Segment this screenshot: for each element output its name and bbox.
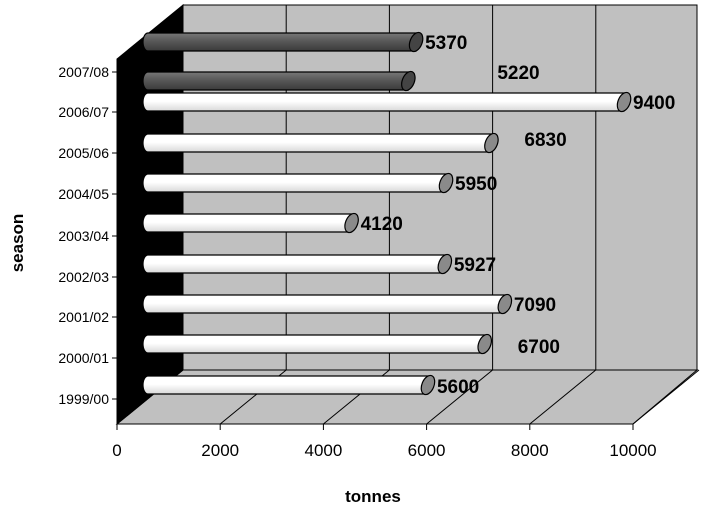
y-tick-label: 2000/01: [58, 350, 109, 366]
x-tick-label: 0: [112, 441, 121, 460]
bar-end-cap: [401, 70, 416, 92]
floor-gridline: [426, 369, 493, 425]
y-tick-label: 2002/03: [58, 269, 109, 285]
bar: [142, 71, 409, 91]
x-axis-title: tonnes: [345, 487, 401, 506]
bar: [142, 32, 417, 52]
y-tick-label: 2005/06: [58, 145, 109, 161]
data-label: 5927: [454, 255, 496, 276]
x-tick-label: 10000: [609, 441, 656, 460]
y-tick-label: 2001/02: [58, 309, 109, 325]
x-tick-label: 4000: [304, 441, 342, 460]
bar-end-cap: [408, 31, 424, 53]
bar: [142, 254, 446, 274]
data-label: 5370: [425, 33, 467, 54]
data-label: 5950: [455, 174, 497, 195]
data-label: 5600: [437, 377, 479, 398]
data-label: 5220: [497, 63, 539, 84]
x-tick-labels: 0 2000 4000 6000 8000 10000: [112, 424, 657, 460]
y-tick-label: 2004/05: [58, 186, 109, 202]
bar-end-cap: [477, 333, 493, 355]
x-tick-label: 6000: [408, 441, 446, 460]
data-labels: 5600 6700 7090 5927 4120 5950 6830 9400 5220 5370: [361, 33, 676, 398]
bar: [142, 334, 486, 354]
bar-end-cap: [438, 172, 454, 194]
bar-end-cap: [420, 374, 436, 396]
bar: [142, 213, 353, 233]
y-tick-labels: 1999/00 2000/01 2001/02 2002/03 2003/04 2004/…: [58, 64, 117, 407]
y-tick-label: 2006/07: [58, 104, 109, 120]
data-label: 4120: [361, 214, 403, 235]
bar-end-cap: [437, 253, 453, 275]
bar: [142, 294, 506, 314]
y-tick-label: 2007/08: [58, 64, 109, 80]
floor-gridline: [529, 369, 597, 425]
y-tick-label: 1999/00: [58, 391, 109, 407]
x-tick-label: 2000: [201, 441, 239, 460]
data-label: 6700: [518, 337, 560, 358]
bar: [142, 173, 447, 193]
y-axis-title: season: [8, 214, 27, 273]
y-tick-label: 2003/04: [58, 228, 109, 244]
data-label: 6830: [524, 130, 566, 151]
x-tick-label: 8000: [511, 441, 549, 460]
bar: [142, 133, 493, 153]
bars: [142, 31, 632, 396]
bar-end-cap: [497, 293, 513, 315]
bar-end-cap: [616, 91, 632, 113]
data-label: 7090: [514, 295, 556, 316]
bar-end-cap: [484, 132, 499, 154]
data-label: 9400: [633, 93, 675, 114]
bar-end-cap: [344, 212, 359, 234]
bar: [142, 92, 625, 112]
floor-gridline: [632, 369, 700, 425]
bar: [142, 375, 429, 395]
